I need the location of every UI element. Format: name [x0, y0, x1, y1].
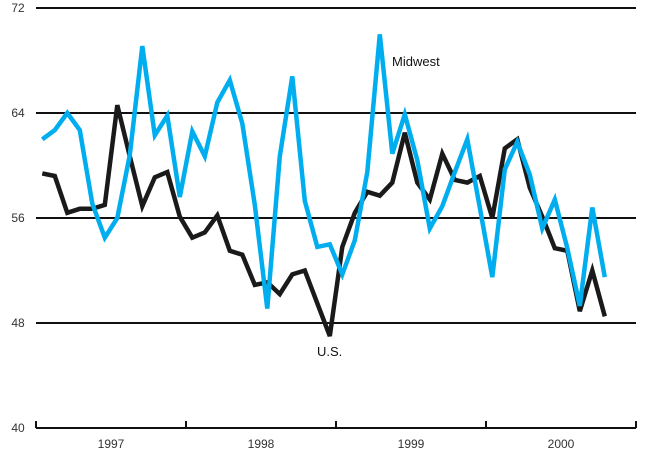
series-label-midwest: Midwest	[392, 54, 440, 69]
x-tick-label: 1999	[398, 437, 425, 451]
x-tick-label: 1998	[248, 437, 275, 451]
y-axis-labels: 40 48 56 64 72	[11, 1, 25, 435]
series-lines	[40, 34, 608, 337]
series-label-us: U.S.	[317, 344, 342, 359]
x-tick-label: 1997	[98, 437, 125, 451]
series-line-midwest	[40, 34, 608, 309]
y-tick-label: 64	[11, 106, 25, 120]
series-line-us	[41, 104, 607, 337]
x-axis: 1997 1998 1999 2000	[35, 421, 637, 451]
y-tick-label: 48	[11, 316, 25, 330]
x-tick-label: 2000	[548, 437, 575, 451]
y-tick-label: 56	[11, 211, 25, 225]
y-tick-label: 72	[11, 1, 25, 15]
y-tick-label: 40	[11, 421, 25, 435]
